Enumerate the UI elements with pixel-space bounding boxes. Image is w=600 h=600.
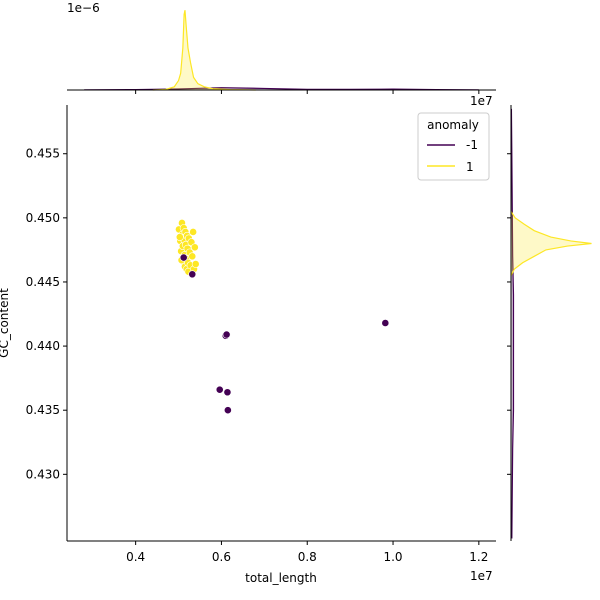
top-marginal-area-anomaly-1 bbox=[152, 10, 256, 91]
top-marginal-offset-text: 1e−6 bbox=[67, 1, 100, 15]
x-tick-label: 1.0 bbox=[383, 550, 402, 564]
top-marginal-density bbox=[84, 10, 479, 91]
legend-title: anomaly bbox=[427, 118, 479, 132]
scatter-point-anomaly-1 bbox=[190, 243, 199, 252]
right-marginal-density bbox=[510, 108, 592, 539]
scatter-point-anomaly-minus1 bbox=[179, 253, 188, 262]
y-tick-label: 0.455 bbox=[26, 147, 60, 161]
x-tick-label: 1.2 bbox=[469, 550, 488, 564]
scatter-points bbox=[175, 219, 390, 415]
right-marginal-curve-anomaly-1 bbox=[510, 211, 592, 276]
scatter-point-anomaly-1 bbox=[191, 260, 200, 268]
legend-label-anomaly-minus1: -1 bbox=[466, 138, 478, 152]
x-offset-text-bottom: 1e7 bbox=[470, 569, 493, 583]
top-marginal-curve-anomaly-1 bbox=[152, 10, 256, 91]
scatter-point-anomaly-minus1 bbox=[215, 385, 224, 394]
right-marginal-area-anomaly-1 bbox=[511, 211, 592, 276]
x-axis-label: total_length bbox=[245, 571, 317, 585]
scatter-point-anomaly-minus1 bbox=[223, 406, 232, 415]
scatter-point-anomaly-minus1 bbox=[222, 330, 231, 339]
y-tick-label: 0.450 bbox=[26, 211, 60, 225]
scatter-point-anomaly-minus1 bbox=[223, 388, 232, 397]
legend: anomaly -1 1 bbox=[417, 112, 490, 181]
scatter-point-anomaly-1 bbox=[175, 233, 184, 241]
scatter-point-anomaly-minus1 bbox=[188, 270, 197, 279]
x-axis-ticks: 0.4 0.6 0.8 1.0 1.2 bbox=[126, 90, 488, 564]
y-tick-label: 0.445 bbox=[26, 275, 60, 289]
y-tick-label: 0.435 bbox=[26, 403, 60, 417]
x-tick-label: 0.8 bbox=[298, 550, 317, 564]
scatter-point-anomaly-1 bbox=[188, 252, 197, 261]
x-tick-label: 0.4 bbox=[126, 550, 145, 564]
x-offset-text-top: 1e7 bbox=[470, 94, 493, 108]
legend-frame bbox=[417, 112, 490, 181]
y-axis-label: GC_content bbox=[0, 288, 11, 358]
y-tick-label: 0.430 bbox=[26, 467, 60, 481]
y-axis-ticks: 0.430 0.435 0.440 0.445 0.450 0.455 bbox=[26, 147, 511, 481]
y-tick-label: 0.440 bbox=[26, 339, 60, 353]
scatter-point-anomaly-minus1 bbox=[381, 319, 390, 327]
right-marginal-curve-anomaly-minus1 bbox=[510, 108, 515, 539]
legend-label-anomaly-1: 1 bbox=[466, 160, 474, 174]
scatter-point-anomaly-1 bbox=[189, 228, 198, 236]
x-tick-label: 0.6 bbox=[212, 550, 231, 564]
